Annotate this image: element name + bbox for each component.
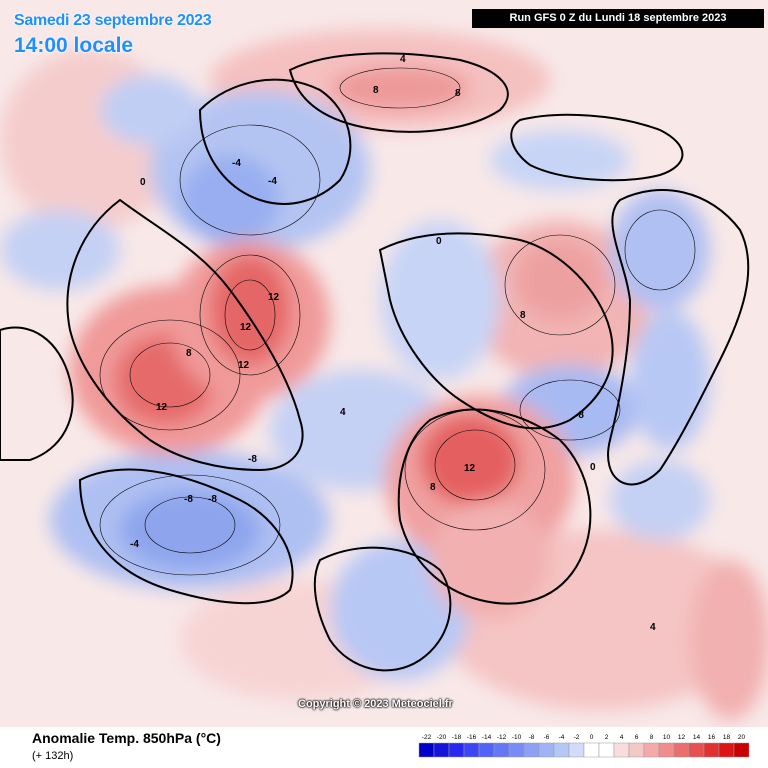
- legend-label: -16: [467, 734, 477, 741]
- contour-label: -8: [575, 410, 584, 421]
- color-legend: -22 -20 -18 -16 -14 -12 -10 -8 -6 -4 -2 0 2 4 6 8 10 12 14…: [418, 734, 750, 758]
- legend-swatch: [418, 742, 435, 758]
- contour-label: 12: [268, 292, 280, 303]
- legend-label: 16: [708, 734, 716, 741]
- legend-swatch: [583, 742, 600, 758]
- anomaly-map: 12 12 12 12 12 8 8 8 8 8 -8 -8 -8 -8 4 4…: [0, 0, 768, 727]
- contour-label: 12: [156, 402, 168, 413]
- contour-label: -4: [268, 176, 277, 187]
- legend-swatch: [643, 742, 660, 758]
- contour-label: 8: [455, 88, 461, 99]
- legend-label: 2: [605, 734, 609, 741]
- legend-label: -20: [437, 734, 447, 741]
- contour-label: 8: [520, 310, 526, 321]
- coastlines: [0, 52, 750, 672]
- legend-label: 4: [620, 734, 624, 741]
- contour-label: 8: [186, 348, 192, 359]
- legend-swatch: [718, 742, 735, 758]
- legend-label: 6: [635, 734, 639, 741]
- legend-swatch: [433, 742, 450, 758]
- contour-label: 8: [373, 85, 379, 96]
- run-info: Run GFS 0 Z du Lundi 18 septembre 2023: [472, 9, 764, 28]
- contour-label: 4: [400, 54, 406, 65]
- anomaly-field: [0, 30, 768, 720]
- legend-swatch: [733, 742, 750, 758]
- copyright: Copyright © 2023 Meteociel.fr: [298, 698, 453, 710]
- legend-swatch: [703, 742, 720, 758]
- contour-label: -8: [184, 494, 193, 505]
- legend-swatch: [568, 742, 585, 758]
- contour-label: 0: [140, 177, 146, 188]
- legend-swatch: [628, 742, 645, 758]
- contour-label: 8: [430, 482, 436, 493]
- contour-label: 0: [436, 236, 442, 247]
- legend-label: 10: [663, 734, 671, 741]
- contour-label: 0: [590, 462, 596, 473]
- legend-label: 14: [693, 734, 701, 741]
- legend-swatch: [538, 742, 555, 758]
- legend-label: -4: [559, 734, 565, 741]
- contour-label: 12: [240, 322, 252, 333]
- contour-label: 12: [464, 463, 476, 474]
- contour-labels: 12 12 12 12 12 8 8 8 8 8 -8 -8 -8 -8 4 4…: [130, 54, 656, 633]
- legend-label: -8: [529, 734, 535, 741]
- legend-swatch: [508, 742, 525, 758]
- legend-label: -12: [497, 734, 507, 741]
- forecast-date: Samedi 23 septembre 2023: [14, 12, 212, 29]
- contour-label: -8: [208, 494, 217, 505]
- legend-swatch: [463, 742, 480, 758]
- legend-swatch: [493, 742, 510, 758]
- footer: Anomalie Temp. 850hPa (°C) (+ 132h) -22-…: [0, 727, 768, 768]
- legend-label: 0: [590, 734, 594, 741]
- contour-label: 12: [238, 360, 250, 371]
- legend-swatch: [613, 742, 630, 758]
- legend-swatch: [688, 742, 705, 758]
- legend-label: -6: [544, 734, 550, 741]
- lead-time: (+ 132h): [32, 750, 74, 762]
- legend-swatch: [478, 742, 495, 758]
- contour-label: -8: [248, 454, 257, 465]
- contour-label: -4: [130, 539, 139, 550]
- contour-label: 4: [650, 622, 656, 633]
- legend-swatch: [658, 742, 675, 758]
- contour-label: -4: [232, 158, 241, 169]
- legend-label: -14: [482, 734, 492, 741]
- legend-label: -22: [422, 734, 432, 741]
- legend-label: -2: [574, 734, 580, 741]
- legend-swatch: [553, 742, 570, 758]
- legend-label: 12: [678, 734, 686, 741]
- legend-label: 18: [723, 734, 731, 741]
- contours: [99, 67, 696, 576]
- legend-label: -10: [512, 734, 522, 741]
- legend-label: -18: [452, 734, 462, 741]
- field-title: Anomalie Temp. 850hPa (°C): [32, 730, 221, 746]
- legend-swatch: [448, 742, 465, 758]
- contour-label: 4: [340, 407, 346, 418]
- forecast-time: 14:00 locale: [14, 34, 134, 57]
- legend-swatch: [523, 742, 540, 758]
- legend-label: 8: [650, 734, 654, 741]
- legend-label: 20: [738, 734, 746, 741]
- legend-swatch: [673, 742, 690, 758]
- legend-swatch: [598, 742, 615, 758]
